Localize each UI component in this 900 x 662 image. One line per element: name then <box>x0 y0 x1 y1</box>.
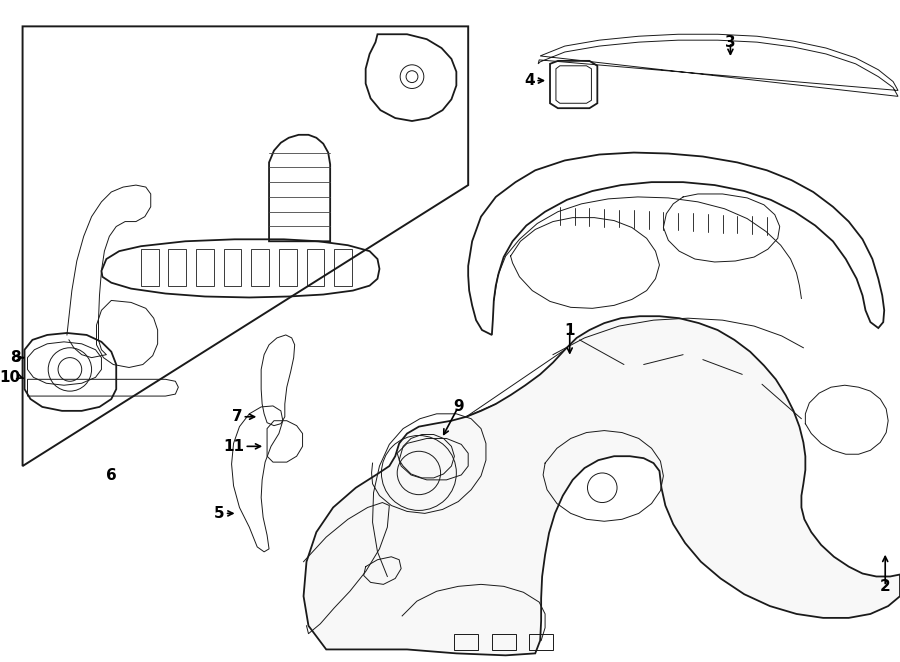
Text: 5: 5 <box>214 506 225 521</box>
Text: 8: 8 <box>10 350 21 365</box>
Text: 10: 10 <box>0 370 21 385</box>
Text: 7: 7 <box>232 409 242 424</box>
Text: 11: 11 <box>223 439 245 454</box>
Text: 4: 4 <box>525 73 535 88</box>
Text: 2: 2 <box>880 579 891 594</box>
Text: 1: 1 <box>564 322 575 338</box>
Polygon shape <box>303 316 900 655</box>
Text: 6: 6 <box>106 469 117 483</box>
Text: 9: 9 <box>453 399 464 414</box>
Text: 3: 3 <box>725 34 735 50</box>
